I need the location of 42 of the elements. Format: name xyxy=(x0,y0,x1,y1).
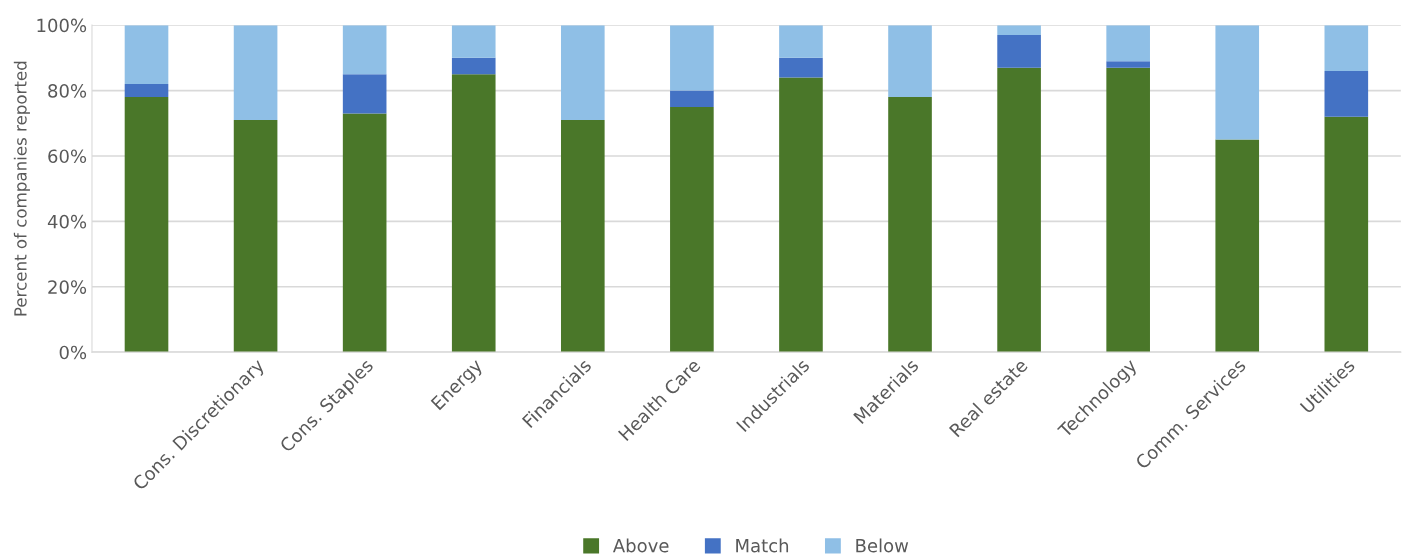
bar xyxy=(560,119,605,353)
y-tick-label: 80% xyxy=(48,84,87,98)
legend-label: Below xyxy=(856,538,909,553)
bar xyxy=(997,67,1041,353)
y-tick-label: 100% xyxy=(37,18,87,33)
bar xyxy=(997,25,1041,35)
y-tick-label: 60% xyxy=(48,149,87,164)
bar xyxy=(779,57,823,78)
bar xyxy=(997,34,1041,68)
bar xyxy=(451,57,496,75)
bar xyxy=(1324,116,1369,353)
bar xyxy=(1215,25,1260,140)
bar xyxy=(124,84,169,98)
bar xyxy=(1106,25,1150,62)
bar xyxy=(888,97,932,353)
bar xyxy=(1106,67,1150,353)
bar xyxy=(1324,25,1369,71)
bar xyxy=(451,25,496,58)
bar xyxy=(1106,61,1150,68)
bar xyxy=(670,106,714,353)
y-axis-title: Percent of companies reported xyxy=(13,61,30,316)
bar xyxy=(233,119,278,353)
bar xyxy=(888,25,932,98)
bar xyxy=(1324,70,1369,117)
bar xyxy=(451,74,496,353)
bar xyxy=(233,25,278,120)
y-tick-label: 40% xyxy=(47,214,87,229)
bar xyxy=(670,90,714,107)
y-tick-label: 20% xyxy=(48,280,87,294)
bar xyxy=(342,113,387,353)
bar xyxy=(779,25,823,58)
legend-label: Above xyxy=(612,538,669,553)
bar xyxy=(342,74,387,114)
bar xyxy=(124,97,169,353)
bar xyxy=(670,25,714,91)
bar xyxy=(560,25,605,120)
bar xyxy=(779,77,823,353)
bar xyxy=(342,25,387,75)
bar xyxy=(124,25,169,85)
legend-label: Match xyxy=(736,538,789,553)
bar xyxy=(1215,139,1260,353)
y-tick-label: 0% xyxy=(59,345,87,360)
